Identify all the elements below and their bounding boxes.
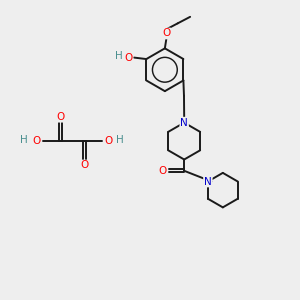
- Text: O: O: [105, 136, 113, 146]
- Text: O: O: [57, 112, 65, 122]
- Text: H: H: [20, 135, 28, 145]
- Text: N: N: [204, 176, 212, 187]
- Text: O: O: [80, 160, 89, 170]
- Text: H: H: [116, 135, 124, 145]
- Text: H: H: [115, 51, 122, 61]
- Text: O: O: [162, 28, 170, 38]
- Text: O: O: [159, 166, 167, 176]
- Text: N: N: [180, 118, 188, 128]
- Text: O: O: [124, 52, 133, 63]
- Text: O: O: [32, 136, 40, 146]
